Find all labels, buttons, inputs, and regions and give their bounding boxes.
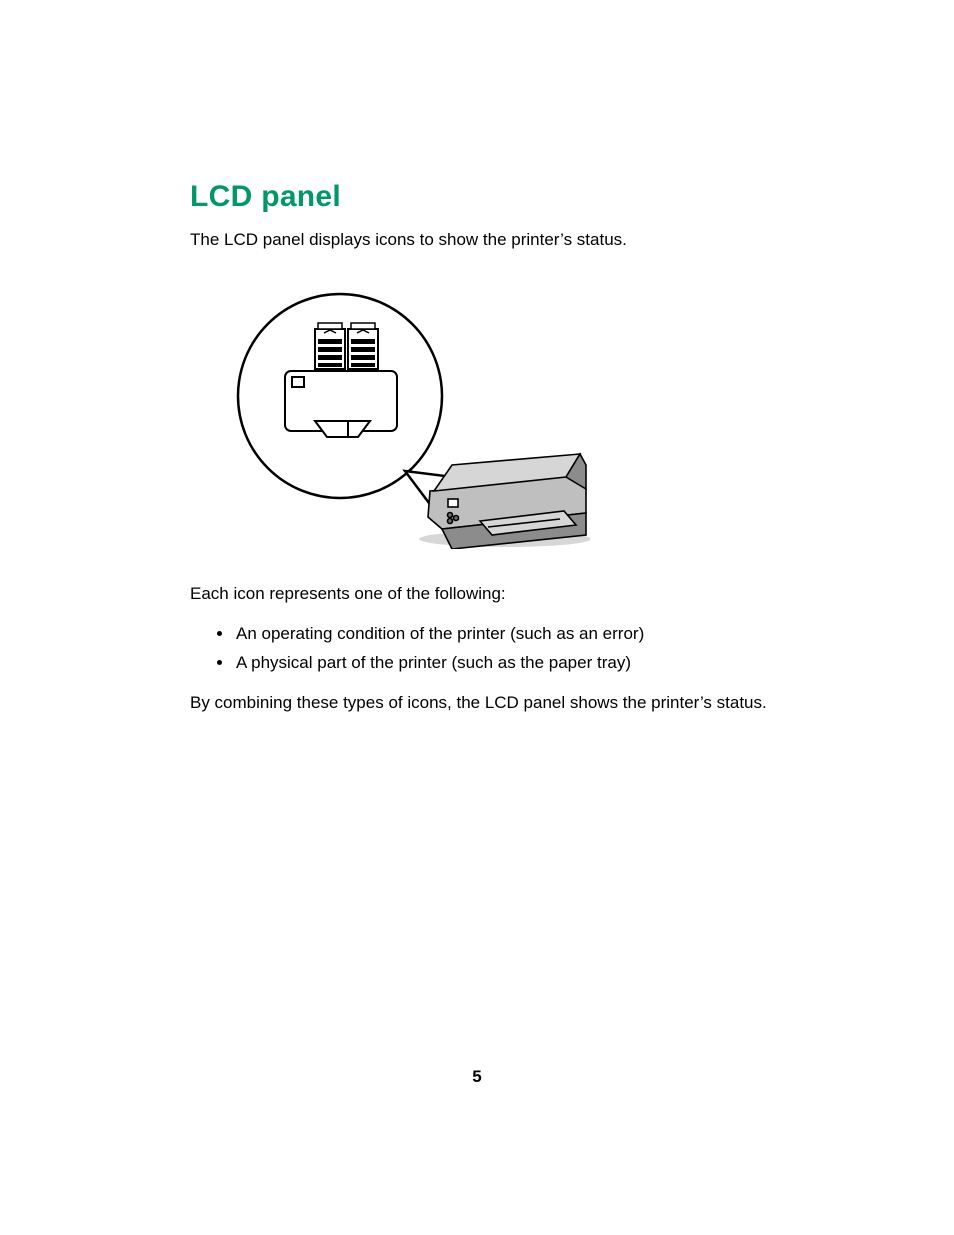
list-item: A physical part of the printer (such as … — [234, 649, 804, 676]
conclusion-paragraph: By combining these types of icons, the L… — [190, 691, 804, 716]
intro-paragraph: The LCD panel displays icons to show the… — [190, 228, 804, 253]
printer-lcd-figure — [230, 281, 804, 554]
printer-illustration-icon — [230, 281, 590, 549]
icon-meaning-list: An operating condition of the printer (s… — [190, 620, 804, 676]
manual-page: LCD panel The LCD panel displays icons t… — [0, 0, 954, 1235]
icons-lead-paragraph: Each icon represents one of the followin… — [190, 582, 804, 607]
list-item: An operating condition of the printer (s… — [234, 620, 804, 647]
section-heading: LCD panel — [190, 180, 804, 214]
page-number: 5 — [0, 1067, 954, 1087]
